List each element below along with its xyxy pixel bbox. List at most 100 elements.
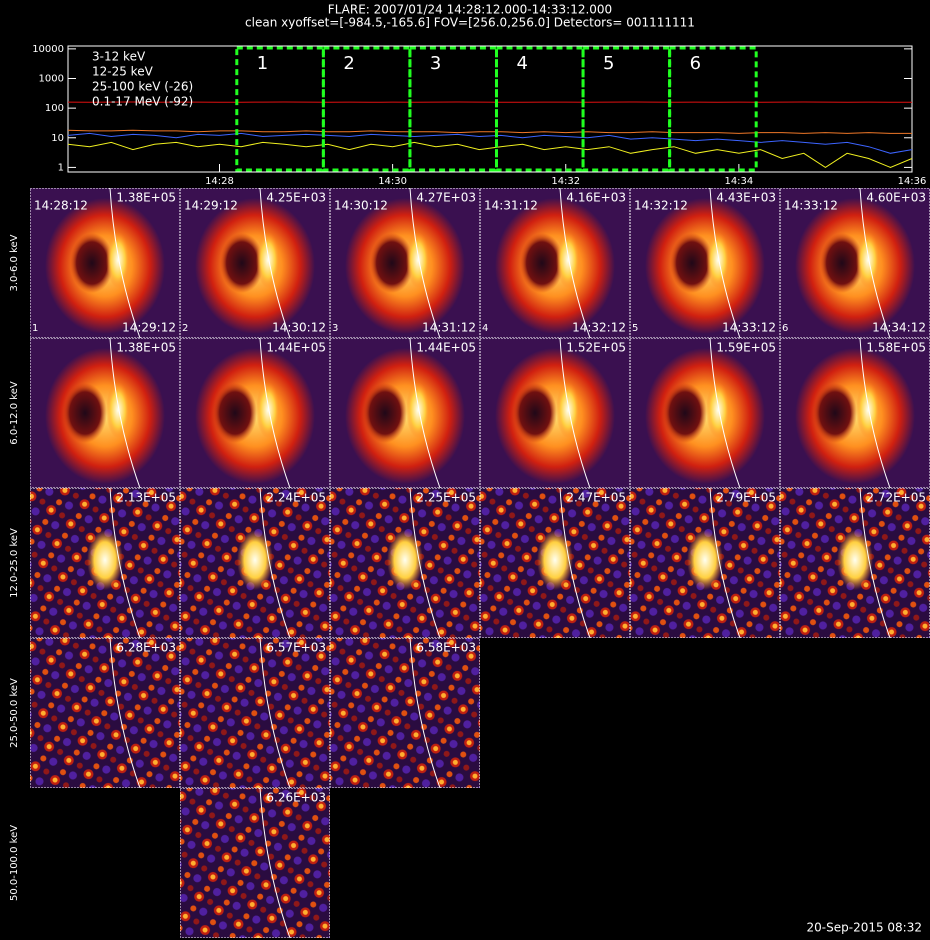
- limb: [409, 637, 441, 789]
- plot-frame: [67, 45, 913, 173]
- source-hole: [213, 383, 257, 443]
- limb: [859, 187, 891, 339]
- interval-box: [494, 46, 585, 172]
- source-core: [406, 382, 430, 438]
- image-panel: 6.28E+03: [30, 637, 180, 789]
- panel-border: [630, 488, 780, 638]
- peak-label: 1.58E+05: [866, 341, 926, 355]
- panel-border: [330, 188, 480, 338]
- footer: 20-Sep-2015 08:32: [807, 921, 922, 935]
- image-panel: 2.72E+05: [780, 487, 930, 639]
- end-time: 14:32:12: [572, 321, 626, 335]
- panel-border: [630, 188, 780, 338]
- interval-box: [581, 46, 672, 172]
- peak-label: 1.38E+05: [116, 341, 176, 355]
- source-hole: [363, 383, 407, 443]
- limb: [709, 487, 741, 639]
- source-core: [237, 530, 273, 590]
- subtitle: clean xyoffset=[-984.5,-165.6] FOV=[256.…: [245, 16, 695, 30]
- source-core: [387, 530, 423, 590]
- end-time: 14:33:12: [722, 321, 776, 335]
- limb: [109, 337, 141, 489]
- panel-border: [180, 488, 330, 638]
- source-core: [256, 232, 280, 288]
- interval-index: 5: [632, 323, 638, 334]
- source-hole: [670, 233, 714, 293]
- panel-border: [30, 638, 180, 788]
- panel-border: [30, 488, 180, 638]
- image-panel: 6.57E+03: [180, 637, 330, 789]
- peak-label: 4.16E+03: [566, 191, 626, 205]
- interval-index: 3: [332, 323, 338, 334]
- source-hole: [813, 383, 857, 443]
- legend-label: 25-100 keV (-26): [92, 80, 193, 94]
- interval-index: 4: [482, 323, 488, 334]
- peak-label: 4.25E+03: [266, 191, 326, 205]
- image-panel: 1.44E+05: [330, 337, 480, 489]
- image-panel: 1.59E+05: [630, 337, 780, 489]
- peak-label: 1.59E+05: [716, 341, 776, 355]
- interval-label: 1: [257, 53, 268, 74]
- limb: [259, 187, 291, 339]
- image-panel: 4.16E+03 14:31:12 14:32:12 4: [480, 187, 630, 339]
- limb: [709, 187, 741, 339]
- x-tick-label: 14:28: [205, 176, 234, 187]
- limb: [409, 187, 441, 339]
- energy-label: 3.0-6.0 keV: [9, 234, 20, 291]
- panel-bg: [30, 638, 180, 788]
- panel-border: [480, 188, 630, 338]
- energy-label: 6.0-12.0 keV: [9, 381, 20, 445]
- panel-bg: [180, 638, 330, 788]
- source-hole: [513, 383, 557, 443]
- limb: [109, 637, 141, 789]
- legend-label: 3-12 keV: [92, 50, 146, 64]
- interval-box: [321, 46, 412, 172]
- title: FLARE: 2007/01/24 14:28:12.000-14:33:12.…: [328, 3, 612, 17]
- start-time: 14:33:12: [784, 199, 838, 213]
- panel-bg: [180, 788, 330, 938]
- limb: [559, 337, 591, 489]
- peak-label: 2.13E+05: [116, 491, 176, 505]
- limb: [259, 487, 291, 639]
- limb: [559, 187, 591, 339]
- image-panel: 1.58E+05: [780, 337, 930, 489]
- peak-label: 1.52E+05: [566, 341, 626, 355]
- panel-border: [330, 488, 480, 638]
- source-core: [87, 530, 123, 590]
- end-time: 14:30:12: [272, 321, 326, 335]
- image-panel: 6.58E+03: [330, 637, 480, 789]
- peak-label: 4.43E+03: [716, 191, 776, 205]
- image-panel: 2.25E+05: [330, 487, 480, 639]
- limb: [109, 187, 141, 339]
- image-panel: 2.47E+05: [480, 487, 630, 639]
- limb: [859, 487, 891, 639]
- source-hole: [820, 233, 864, 293]
- image-panel: 1.38E+05 14:28:12 14:29:12 1: [30, 187, 180, 339]
- start-time: 14:29:12: [184, 199, 238, 213]
- source-core: [537, 530, 573, 590]
- panel-border: [180, 788, 330, 938]
- peak-label: 6.58E+03: [416, 641, 476, 655]
- peak-label: 2.79E+05: [716, 491, 776, 505]
- interval-box: [408, 46, 498, 172]
- limb: [259, 637, 291, 789]
- y-tick-label: 10000: [32, 44, 64, 55]
- peak-label: 2.72E+05: [866, 491, 926, 505]
- panel-border: [180, 638, 330, 788]
- panel-border: [780, 188, 930, 338]
- interval-box: [668, 46, 758, 172]
- image-panel: 4.43E+03 14:32:12 14:33:12 5: [630, 187, 780, 339]
- source-core: [687, 530, 723, 590]
- x-tick-label: 14:30: [378, 176, 407, 187]
- x-tick-label: 14:32: [551, 176, 580, 187]
- peak-label: 1.44E+05: [266, 341, 326, 355]
- panel-border: [30, 338, 180, 488]
- limb: [559, 487, 591, 639]
- limb: [259, 787, 291, 939]
- legend-label: 0.1-17 MeV (-92): [92, 95, 193, 109]
- interval-index: 6: [782, 323, 788, 334]
- panel-bg: [330, 638, 480, 788]
- interval-index: 1: [32, 323, 38, 334]
- end-time: 14:31:12: [422, 321, 476, 335]
